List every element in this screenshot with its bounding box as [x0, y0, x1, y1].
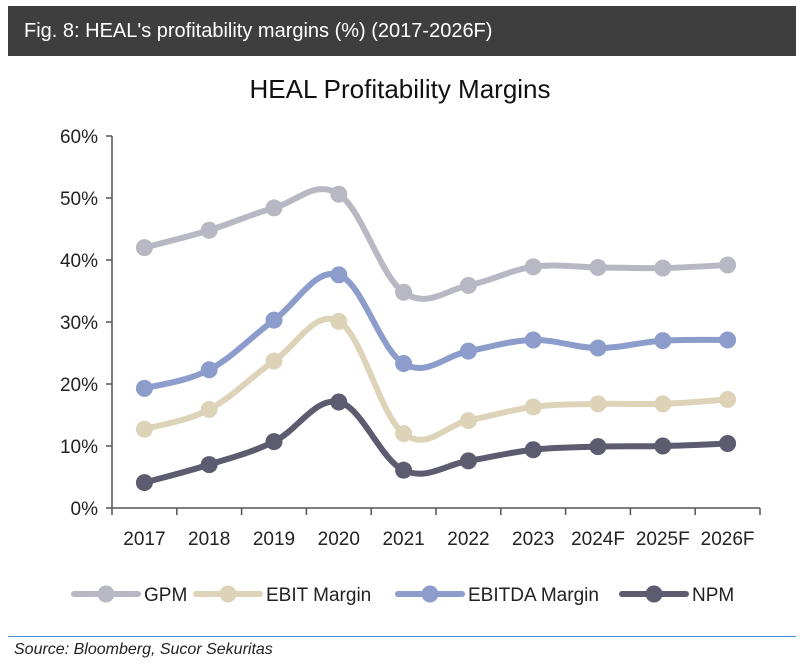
source-divider	[8, 636, 796, 637]
series-line-gpm	[141, 186, 731, 302]
data-point-ebitda-margin	[395, 355, 413, 373]
data-point-ebit-margin	[135, 420, 153, 438]
data-point-ebitda-margin	[524, 331, 542, 349]
y-tick-label: 10%	[60, 437, 98, 458]
x-tick-label: 2022	[447, 529, 489, 550]
data-point-ebit-margin	[459, 412, 477, 430]
x-tick-label: 2024F	[571, 529, 625, 550]
data-point-gpm	[459, 276, 477, 294]
data-point-npm	[524, 441, 542, 459]
data-point-npm	[330, 393, 348, 411]
y-tick-label: 30%	[60, 313, 98, 334]
data-point-ebit-margin	[654, 395, 672, 413]
data-point-ebitda-margin	[654, 332, 672, 350]
figure-header: Fig. 8: HEAL's profitability margins (%)…	[8, 6, 796, 56]
figure-caption: Fig. 8: HEAL's profitability margins (%)…	[24, 19, 493, 42]
data-point-ebitda-margin	[589, 339, 607, 357]
data-point-gpm	[200, 221, 218, 239]
data-point-gpm	[395, 283, 413, 301]
data-point-npm	[654, 437, 672, 455]
data-point-ebitda-margin	[265, 311, 283, 329]
data-point-npm	[135, 474, 153, 492]
x-tick-label: 2021	[382, 529, 424, 550]
x-tick-label: 2026F	[701, 529, 755, 550]
data-point-gpm	[265, 199, 283, 217]
data-point-npm	[200, 456, 218, 474]
series-line-ebitda-margin	[141, 270, 731, 392]
data-point-ebitda-margin	[459, 342, 477, 360]
data-point-gpm	[719, 256, 737, 274]
data-point-ebit-margin	[524, 398, 542, 416]
x-tick-label: 2017	[123, 529, 165, 550]
data-point-gpm	[524, 258, 542, 276]
data-point-gpm	[589, 258, 607, 276]
legend-marker-ebit-margin	[219, 585, 237, 603]
data-point-ebit-margin	[719, 391, 737, 408]
x-tick-label: 2025F	[636, 529, 690, 550]
x-tick-label: 2020	[318, 529, 360, 550]
y-tick-label: 40%	[60, 251, 98, 272]
data-point-ebit-margin	[330, 312, 348, 330]
data-point-ebitda-margin	[200, 361, 218, 379]
data-point-gpm	[654, 259, 672, 277]
data-point-ebitda-margin	[330, 266, 348, 284]
data-point-ebitda-margin	[719, 331, 737, 349]
y-tick-label: 0%	[71, 499, 99, 520]
y-tick-label: 60%	[60, 127, 98, 148]
legend-label-ebit-margin: EBIT Margin	[266, 585, 371, 606]
chart-title: HEAL Profitability Margins	[249, 74, 551, 104]
data-point-gpm	[135, 239, 153, 257]
data-point-ebitda-margin	[135, 379, 153, 397]
source-note: Source: Bloomberg, Sucor Sekuritas	[14, 641, 273, 658]
data-point-ebit-margin	[265, 352, 283, 370]
data-point-ebit-margin	[589, 395, 607, 413]
data-point-npm	[589, 438, 607, 456]
legend-marker-npm	[645, 585, 663, 603]
data-point-npm	[459, 452, 477, 470]
data-point-npm	[265, 433, 283, 451]
data-point-gpm	[330, 185, 348, 203]
legend-label-npm: NPM	[692, 585, 734, 606]
legend-label-gpm: GPM	[144, 585, 187, 606]
legend-marker-ebitda-margin	[421, 585, 439, 603]
y-tick-label: 50%	[60, 189, 98, 210]
y-tick-label: 20%	[60, 375, 98, 396]
data-point-npm	[395, 461, 413, 479]
data-point-npm	[719, 435, 737, 453]
legend-label-ebitda-margin: EBITDA Margin	[468, 585, 599, 606]
data-point-ebit-margin	[395, 425, 413, 443]
legend-marker-gpm	[97, 585, 115, 603]
x-tick-label: 2023	[512, 529, 554, 550]
x-tick-label: 2019	[253, 529, 295, 550]
series-line-npm	[141, 398, 731, 486]
x-tick-label: 2018	[188, 529, 230, 550]
data-point-ebit-margin	[200, 400, 218, 418]
series-line-ebit-margin	[141, 315, 731, 443]
